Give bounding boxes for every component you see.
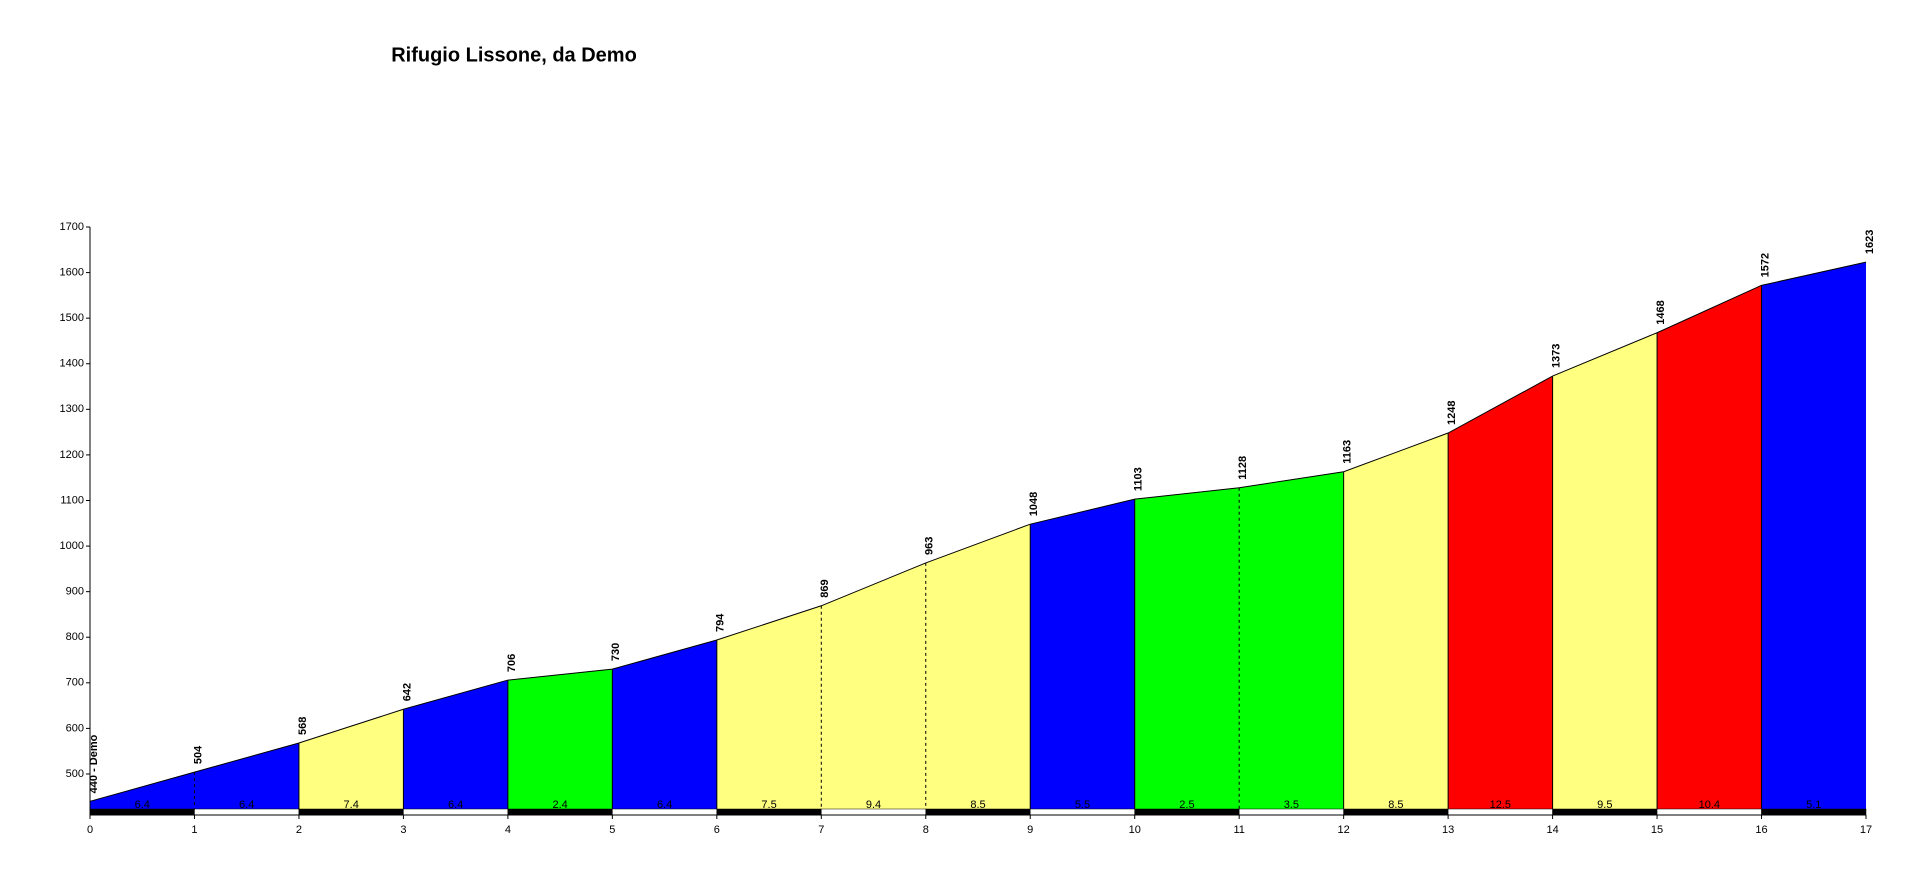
x-tick-label: 6 (714, 824, 720, 836)
gradient-label: 6.4 (448, 799, 463, 811)
elevation-label: 869 (819, 579, 831, 597)
gradient-label: 8.5 (970, 799, 985, 811)
elevation-label: 1373 (1550, 344, 1562, 368)
x-tick-label: 4 (505, 824, 511, 836)
y-tick-label: 1300 (60, 403, 84, 415)
gradient-label: 12.5 (1490, 799, 1511, 811)
climb-segment (1657, 285, 1762, 815)
elevation-label: 794 (715, 613, 727, 632)
y-tick-label: 600 (66, 722, 84, 734)
climb-segment (1343, 433, 1449, 815)
elevation-label: 706 (506, 654, 518, 672)
climb-segment (1030, 499, 1135, 815)
elevation-label: 504 (192, 745, 204, 764)
climb-segment (1134, 487, 1240, 815)
x-tick-label: 13 (1442, 824, 1454, 836)
elevation-label: 642 (401, 683, 413, 701)
climb-segment (194, 742, 299, 815)
climb-segment (1761, 262, 1866, 816)
climb-segment (298, 709, 404, 815)
y-tick-label: 1400 (60, 358, 84, 370)
x-tick-label: 12 (1338, 824, 1350, 836)
gradient-label: 6.4 (239, 799, 254, 811)
climb-segment (1448, 376, 1553, 815)
elevation-label: 1048 (1028, 492, 1040, 516)
x-tick-label: 8 (923, 824, 929, 836)
gradient-label: 3.5 (1284, 799, 1299, 811)
x-tick-label: 1 (191, 824, 197, 836)
elevation-label: 1623 (1864, 230, 1876, 254)
gradient-label: 7.4 (344, 799, 359, 811)
climb-segment (716, 605, 822, 815)
y-tick-label: 1000 (60, 540, 84, 552)
climb-segment (90, 772, 195, 815)
gradient-label: 7.5 (761, 799, 776, 811)
y-tick-label: 1200 (60, 449, 84, 461)
gradient-label: 9.4 (866, 799, 881, 811)
gradient-label: 6.4 (657, 799, 672, 811)
elevation-label: 440 - Demo (88, 734, 100, 793)
y-tick-label: 500 (66, 768, 84, 780)
gradient-label: 2.4 (552, 799, 567, 811)
gradient-label: 5.5 (1075, 799, 1090, 811)
climb-segment (1552, 332, 1658, 815)
climb-segment (612, 639, 717, 815)
x-tick-label: 5 (609, 824, 615, 836)
climb-segment (925, 524, 1031, 815)
chart-title: Rifugio Lissone, da Demo (391, 44, 637, 66)
climb-segment (507, 669, 613, 815)
climb-segment (1239, 471, 1344, 815)
y-tick-label: 1100 (60, 494, 84, 506)
x-tick-label: 7 (818, 824, 824, 836)
elevation-label: 1103 (1133, 467, 1145, 491)
y-tick-label: 1600 (60, 266, 84, 278)
x-tick-label: 9 (1027, 824, 1033, 836)
elevation-label: 1163 (1342, 440, 1354, 464)
profile-line (89, 261, 1867, 802)
gradient-label: 6.4 (135, 799, 150, 811)
y-tick-label: 700 (66, 677, 84, 689)
gradient-label: 8.5 (1388, 799, 1403, 811)
y-tick-label: 800 (66, 631, 84, 643)
y-tick-label: 900 (66, 586, 84, 598)
x-tick-label: 0 (87, 824, 93, 836)
x-tick-label: 10 (1129, 824, 1141, 836)
y-tick-label: 1700 (60, 221, 84, 233)
gradient-label: 9.5 (1597, 799, 1612, 811)
x-tick-label: 2 (296, 824, 302, 836)
x-tick-label: 16 (1755, 824, 1767, 836)
elevation-label: 730 (610, 643, 622, 661)
x-tick-label: 3 (400, 824, 406, 836)
elevation-label: 1468 (1655, 300, 1667, 324)
elevation-label: 963 (924, 537, 936, 555)
elevation-label: 1128 (1237, 456, 1249, 480)
elevation-label: 1572 (1759, 253, 1771, 277)
x-tick-label: 15 (1651, 824, 1663, 836)
gradient-label: 10.4 (1699, 799, 1720, 811)
y-tick-label: 1500 (60, 312, 84, 324)
elevation-label: 568 (297, 717, 309, 735)
climb-segment (821, 562, 926, 815)
x-tick-label: 11 (1233, 824, 1244, 836)
gradient-label: 5.1 (1806, 799, 1821, 811)
climb-segment (403, 680, 508, 815)
x-tick-label: 14 (1546, 824, 1558, 836)
gradient-label: 2.5 (1179, 799, 1194, 811)
x-tick-label: 17 (1860, 824, 1872, 836)
elevation-label: 1248 (1446, 401, 1458, 425)
